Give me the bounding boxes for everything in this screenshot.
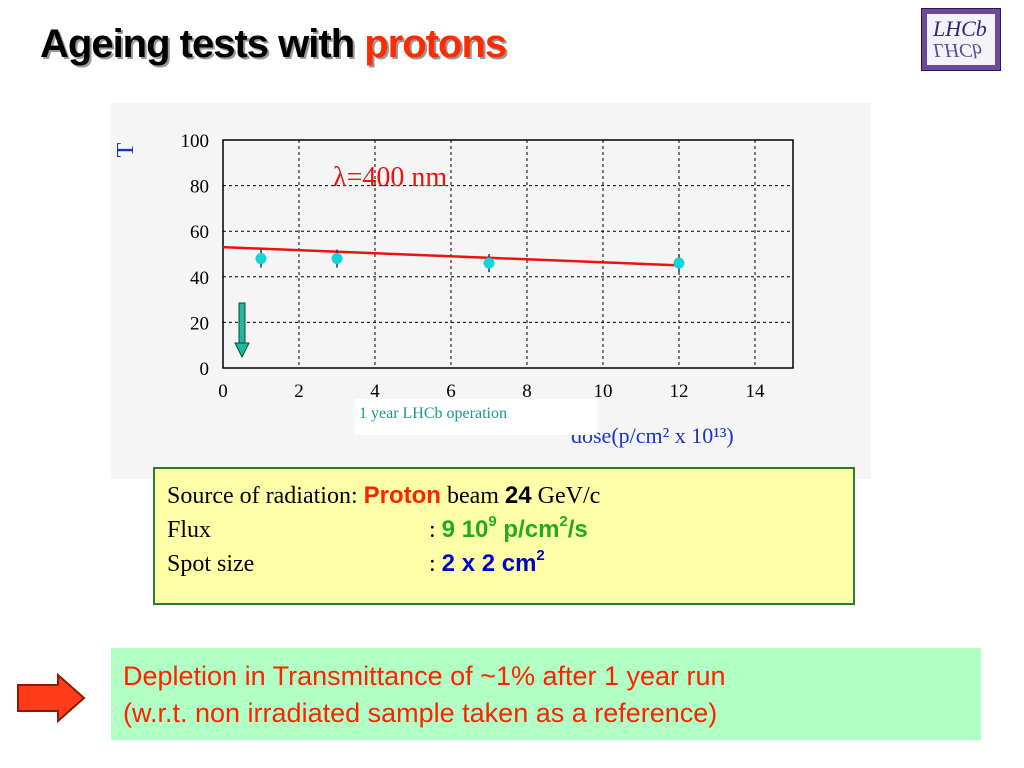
data-point [331,253,343,265]
x-tick-label: 12 [670,381,689,402]
spot-label: Spot size [167,551,255,577]
x-tick-label: 0 [218,381,228,402]
info-row-source: Source of radiation: Proton beam 24 GeV/… [167,479,841,513]
transmittance-chart: 0 2 4 6 8 10 12 14 0 20 40 60 80 100 λ=400 nm T dose(… [113,131,794,448]
lhcb-logo-text: LHCb [933,16,987,41]
x-axis-label: dose(p/cm² x 10¹³) [571,423,734,448]
x-tick-label: 6 [446,381,456,402]
flux-exponent: 9 [488,513,497,530]
spot-value: 2 x 2 cm [441,550,537,577]
energy-unit: GeV/c [531,483,601,509]
y-tick-label: 60 [190,222,209,243]
flux-unit-exponent: 2 [559,513,568,530]
energy-value: 24 [504,482,532,509]
conclusion-box: Depletion in Transmittance of ~1% after … [111,648,981,740]
down-arrow-icon [234,302,250,359]
x-tick-label: 8 [522,381,532,402]
y-tick-label: 100 [181,131,210,152]
conclusion-line1: Depletion in Transmittance of ~1% after … [123,661,726,691]
y-axis-label: T [113,142,139,157]
info-row-flux: Flux : 9 109 p/cm2/s [167,513,841,547]
arrow-shaft [238,302,246,346]
x-tick-label: 14 [746,381,766,402]
wavelength-annotation: λ=400 nm [333,162,447,193]
fit-line [222,245,680,267]
data-point [673,257,685,269]
x-tick-label: 4 [370,381,380,402]
chart-panel: 0 2 4 6 8 10 12 14 0 20 40 60 80 100 λ=400 nm T dose(… [111,103,871,479]
info-row-spot: Spot size : 2 x 2 cm2 [167,547,841,581]
beam-text: beam [440,483,505,509]
x-tick-label: 10 [594,381,613,402]
source-label: Source of radiation: [167,483,364,509]
y-tick-label: 0 [200,359,210,380]
flux-colon: : [429,517,442,543]
arrow-head [234,342,250,359]
flux-unit: p/cm [496,516,560,543]
data-point [255,253,267,265]
plot-frame [222,139,794,369]
spot-colon: : [429,551,442,577]
operation-note: 1 year LHCb operation [355,399,597,435]
lhcb-logo: LHCb LHCb [921,8,1001,71]
beam-info-box: Source of radiation: Proton beam 24 GeV/… [153,467,855,605]
spot-exponent: 2 [536,547,545,564]
y-tick-label: 80 [190,177,209,198]
y-tick-label: 20 [190,313,209,334]
flux-label: Flux [167,517,212,543]
flux-unit-tail: /s [567,516,588,543]
slide-title-part2: protons [364,22,507,66]
conclusion-line2: (w.r.t. non irradiated sample taken as a… [123,698,718,728]
particle-value: Proton [363,482,441,509]
x-tick-label: 2 [294,381,304,402]
right-arrow-icon [17,673,86,723]
y-tick-label: 40 [190,268,209,289]
slide-title: Ageing tests with protons [40,22,507,67]
slide-title-part1: Ageing tests with [40,22,365,66]
flux-value: 9 10 [441,516,489,543]
data-point [483,257,495,269]
